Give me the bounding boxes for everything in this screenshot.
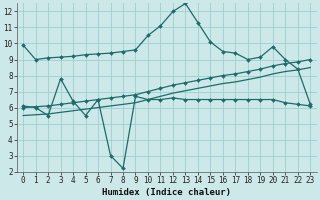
- X-axis label: Humidex (Indice chaleur): Humidex (Indice chaleur): [102, 188, 231, 197]
